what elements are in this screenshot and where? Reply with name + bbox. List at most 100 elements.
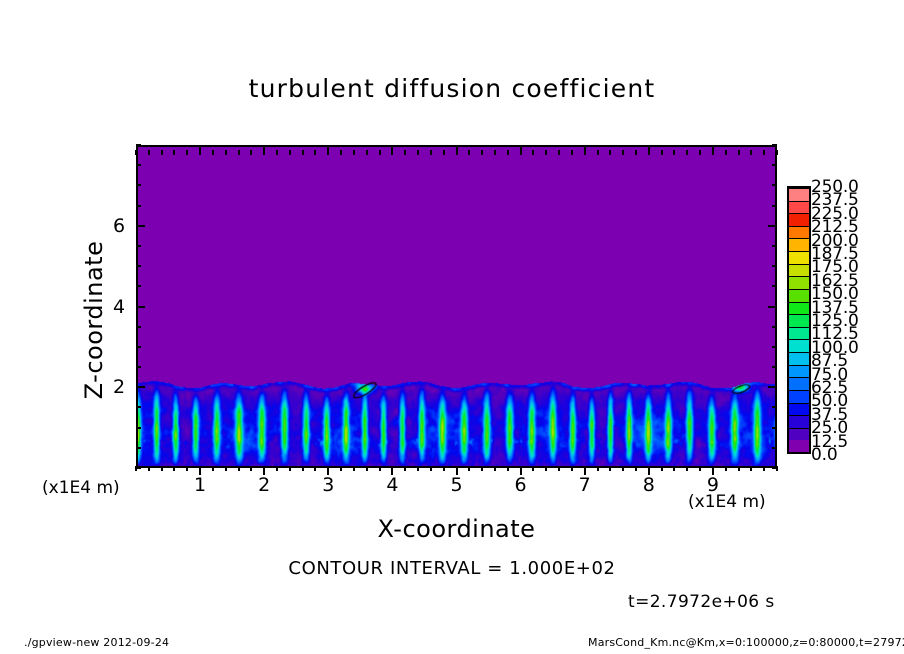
x-tick-minor	[570, 150, 573, 155]
colorbar-swatch	[789, 187, 809, 201]
x-tick-minor	[776, 150, 778, 155]
x-tick-minor	[545, 150, 548, 155]
x-tick-minor	[481, 150, 484, 155]
y-tick-major	[136, 224, 145, 227]
x-tick-minor	[609, 150, 612, 155]
colorbar-tick-label: 0.0	[811, 445, 838, 465]
x-tick-minor	[532, 150, 535, 155]
x-tick-minor	[763, 466, 766, 471]
y-tick-major	[136, 305, 145, 308]
x-tick-major	[391, 466, 394, 475]
x-tick-minor	[211, 150, 214, 155]
x-tick-minor	[417, 466, 420, 471]
x-tick-label: 8	[642, 474, 655, 496]
y-tick-minor	[136, 265, 141, 268]
y-tick-major	[136, 386, 145, 389]
y-tick-minor	[772, 285, 777, 288]
x-tick-minor	[532, 466, 535, 471]
x-tick-label: 4	[386, 474, 399, 496]
x-tick-minor	[622, 150, 625, 155]
x-tick-minor	[378, 466, 381, 471]
x-tick-minor	[699, 150, 702, 155]
x-tick-minor	[442, 466, 445, 471]
x-tick-minor	[276, 150, 279, 155]
colorbar-swatch	[789, 339, 809, 352]
page-title: turbulent diffusion coefficient	[248, 74, 656, 103]
x-tick-minor	[481, 466, 484, 471]
x-tick-minor	[673, 150, 676, 155]
x-tick-minor	[147, 150, 150, 155]
x-tick-label: 3	[322, 474, 335, 496]
x-tick-major	[199, 466, 202, 475]
x-tick-minor	[288, 466, 291, 471]
colorbar-swatch	[789, 326, 809, 340]
x-tick-label: 2	[258, 474, 271, 496]
x-tick-minor	[429, 150, 432, 155]
x-tick-minor	[634, 466, 637, 471]
colorbar-tick-label: 150.0	[811, 284, 859, 305]
x-tick-major	[263, 466, 266, 475]
y-tick-minor	[772, 406, 777, 409]
x-tick-minor	[468, 466, 471, 471]
x-tick-minor	[186, 466, 189, 471]
x-axis-ticks-top	[135, 145, 778, 155]
colorbar-tick-label: 87.5	[811, 351, 849, 372]
y-tick-minor	[136, 406, 141, 409]
x-tick-major	[647, 466, 650, 475]
y-tick-label: 6	[113, 214, 126, 237]
x-tick-major	[519, 466, 522, 475]
colorbar-tick-label: 225.0	[811, 203, 859, 224]
x-tick-minor	[609, 466, 612, 471]
x-tick-minor	[301, 150, 304, 155]
x-tick-minor	[276, 466, 279, 471]
x-axis-title: X-coordinate	[377, 515, 536, 543]
x-tick-minor	[686, 150, 689, 155]
colorbar-swatch	[789, 238, 809, 251]
colorbar-tick-label: 100.0	[811, 337, 859, 358]
x-tick-minor	[378, 150, 381, 155]
colorbar-swatch	[789, 377, 809, 390]
y-tick-minor	[136, 366, 141, 369]
x-axis-unit-right: (x1E4 m)	[688, 492, 766, 512]
y-axis-ticks-left	[136, 144, 146, 469]
x-tick-minor	[776, 466, 778, 471]
colorbar-swatch	[789, 402, 809, 416]
x-tick-minor	[596, 150, 599, 155]
y-tick-minor	[772, 144, 777, 146]
y-tick-minor	[136, 184, 141, 187]
y-tick-major	[768, 224, 777, 227]
contour-interval-label: CONTOUR INTERVAL = 1.000E+02	[288, 558, 616, 579]
x-tick-minor	[699, 466, 702, 471]
y-tick-minor	[772, 345, 777, 348]
colorbar-tick-label: 75.0	[811, 364, 849, 385]
time-annotation: t=2.7972e+06 s	[628, 592, 775, 612]
x-tick-minor	[558, 466, 561, 471]
x-tick-major	[583, 466, 586, 475]
y-tick-minor	[136, 144, 141, 146]
x-tick-minor	[404, 466, 407, 471]
x-tick-major	[711, 146, 714, 155]
colorbar-tick-label: 187.5	[811, 244, 859, 264]
footer-command-label: ./gpview-new 2012-09-24	[24, 636, 170, 649]
colorbar-tick-label: 212.5	[811, 217, 859, 238]
colorbar-swatch	[789, 352, 809, 365]
x-tick-minor	[250, 466, 253, 471]
x-tick-major	[391, 146, 394, 155]
colorbar-swatch	[789, 301, 809, 315]
x-tick-minor	[135, 150, 137, 155]
y-tick-minor	[772, 184, 777, 187]
y-tick-major	[768, 386, 777, 389]
y-tick-label: 4	[113, 295, 126, 318]
x-tick-minor	[224, 466, 227, 471]
colorbar-tick-label: 112.5	[811, 324, 859, 345]
y-tick-minor	[136, 446, 141, 449]
colorbar-gradient	[787, 186, 811, 454]
x-tick-major	[199, 146, 202, 155]
plot-area	[136, 145, 777, 468]
x-tick-minor	[558, 150, 561, 155]
x-tick-minor	[634, 150, 637, 155]
y-tick-minor	[772, 204, 777, 207]
colorbar-swatch	[789, 389, 809, 403]
colorbar-tick-label: 12.5	[811, 431, 849, 452]
x-tick-minor	[622, 466, 625, 471]
